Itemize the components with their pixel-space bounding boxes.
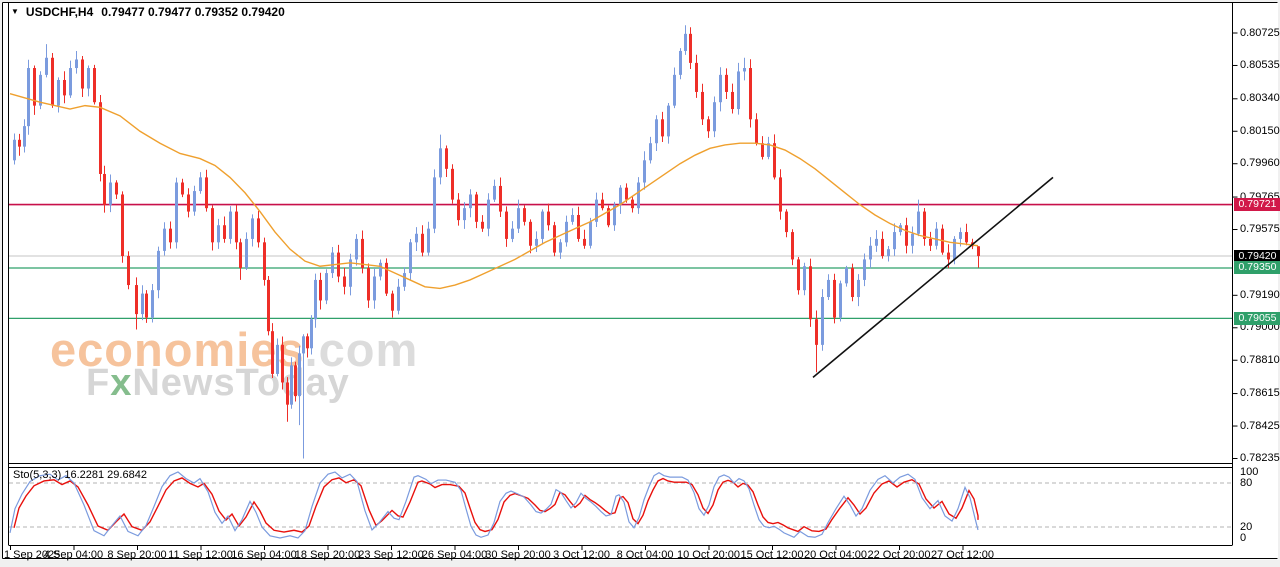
symbol-timeframe: USDCHF,H4 bbox=[25, 5, 94, 19]
sto-signal-line bbox=[13, 477, 979, 533]
level-lines bbox=[9, 203, 1232, 319]
ma-line bbox=[9, 92, 979, 290]
chart-title: ▼ USDCHF,H4 0.79477 0.79477 0.79352 0.79… bbox=[11, 5, 285, 19]
candles bbox=[13, 25, 980, 459]
sto-main-line bbox=[9, 471, 979, 539]
chevron-down-icon[interactable]: ▼ bbox=[11, 7, 19, 16]
stochastic bbox=[9, 471, 1232, 539]
axis-ticks bbox=[10, 32, 1238, 550]
ohlc-values: 0.79477 0.79477 0.79352 0.79420 bbox=[101, 5, 285, 19]
indicator-label: Sto(5,3,3) 16.2281 29.6842 bbox=[13, 469, 147, 481]
pane-borders bbox=[8, 2, 1233, 546]
trendline bbox=[812, 176, 1054, 378]
